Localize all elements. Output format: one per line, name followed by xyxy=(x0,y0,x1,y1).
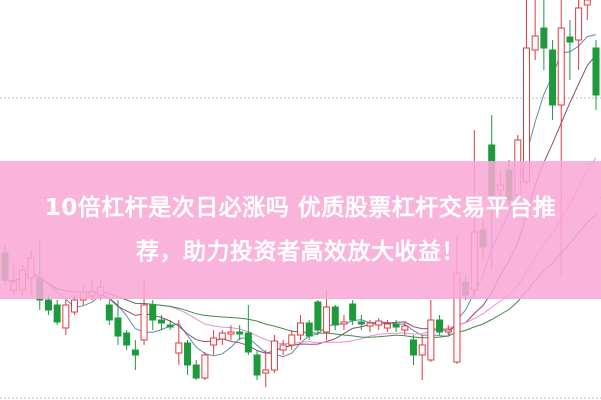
banner-line-1: 10倍杠杆是次日必涨吗 优质股票杠杆交易平台推 xyxy=(44,195,557,221)
candle-up xyxy=(323,306,331,333)
title-banner: 10倍杠杆是次日必涨吗 优质股票杠杆交易平台推 荐，助力投资者高效放大收益！ xyxy=(0,161,601,299)
candle-down xyxy=(253,354,261,376)
candle-up xyxy=(375,320,383,326)
candle-down xyxy=(314,301,322,331)
candle-down xyxy=(331,306,339,326)
candle-up xyxy=(140,304,148,341)
candle-up xyxy=(218,332,226,340)
candle-up xyxy=(383,323,391,329)
candle-up xyxy=(288,334,296,346)
candle-down xyxy=(409,339,417,356)
candle-up xyxy=(401,325,409,331)
candle-down xyxy=(236,331,244,335)
candle-up xyxy=(557,27,565,106)
candle-up xyxy=(531,35,539,51)
candle-down xyxy=(549,49,557,106)
candle-up xyxy=(427,319,435,361)
candle-down xyxy=(157,319,165,324)
candle-down xyxy=(123,332,131,346)
candle-up xyxy=(201,354,209,379)
candle-down xyxy=(592,47,600,96)
candle-up xyxy=(71,299,79,313)
candle-up xyxy=(575,7,583,41)
candle-down xyxy=(131,349,139,356)
candle-up xyxy=(175,342,183,354)
candle-down xyxy=(44,299,52,311)
candle-down xyxy=(244,332,252,353)
candle-up xyxy=(444,329,452,333)
candle-down xyxy=(566,36,574,43)
candle-up xyxy=(583,0,591,6)
candle-down xyxy=(305,322,313,337)
candle-down xyxy=(192,364,200,379)
candle-down xyxy=(392,323,400,328)
candle-down xyxy=(105,304,113,321)
candle-up xyxy=(279,344,287,351)
candle-down xyxy=(436,319,444,333)
banner-line-2: 荐，助力投资者高效放大收益！ xyxy=(136,239,465,265)
candle-up xyxy=(262,369,270,374)
candle-up xyxy=(340,321,348,325)
candle-down xyxy=(53,304,61,323)
candle-down xyxy=(357,321,365,325)
candle-up xyxy=(366,322,374,327)
candle-down xyxy=(540,27,548,49)
candle-up xyxy=(297,322,304,336)
candle-down xyxy=(184,342,192,366)
candle-down xyxy=(349,303,357,321)
candle-down xyxy=(114,317,122,337)
candle-up xyxy=(210,337,218,346)
candle-up xyxy=(227,331,235,335)
candle-down xyxy=(149,304,157,321)
candle-down xyxy=(166,324,174,328)
candle-up xyxy=(270,340,278,371)
candle-up xyxy=(62,304,70,329)
candle-up xyxy=(418,344,426,356)
